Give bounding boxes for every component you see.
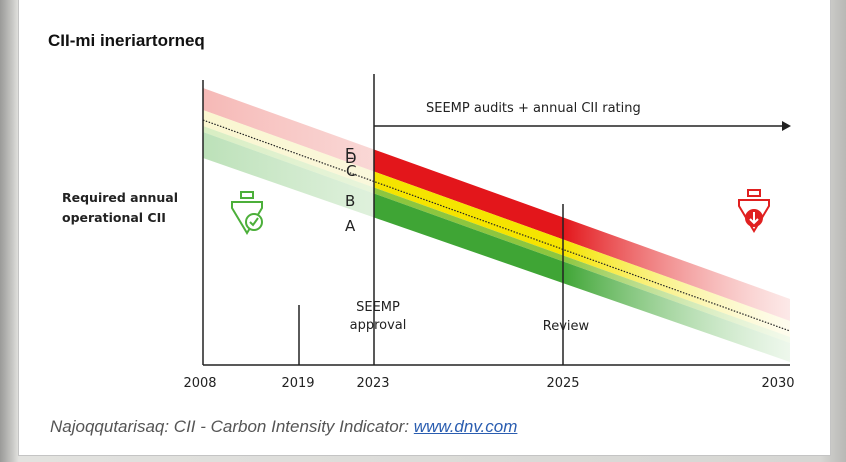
- ship-icon-bad: [738, 189, 770, 233]
- band-d: [203, 88, 790, 321]
- reference-line: [202, 119, 791, 332]
- caption: Najoqqutarisaq: CII - Carbon Intensity I…: [50, 417, 517, 437]
- rating-label: B: [345, 192, 355, 210]
- bands: [203, 88, 790, 362]
- band-c: [203, 110, 790, 337]
- year-label: 2019: [281, 376, 314, 391]
- rating-label: E: [345, 145, 354, 163]
- band-b: [203, 126, 790, 343]
- seemp-label: approval: [350, 318, 407, 333]
- rating-label: C: [346, 162, 356, 180]
- seemp-label: SEEMP: [356, 300, 400, 315]
- caption-text: Najoqqutarisaq: CII - Carbon Intensity I…: [50, 417, 414, 436]
- card-title: CII-mi ineriartorneq: [48, 31, 205, 50]
- band-a: [203, 132, 790, 362]
- year-label: 2023: [356, 376, 389, 391]
- rating-label: D: [345, 149, 357, 167]
- year-label: 2025: [546, 376, 579, 391]
- y-label: Required annual: [62, 190, 178, 205]
- year-label: 2030: [761, 376, 794, 391]
- ship-icon-good: [231, 191, 263, 235]
- y-label: operational CII: [62, 210, 166, 225]
- year-label: 2008: [183, 376, 216, 391]
- arrow-label: SEEMP audits + annual CII rating: [426, 101, 641, 116]
- source-link[interactable]: www.dnv.com: [413, 417, 518, 436]
- review-label: Review: [543, 319, 590, 334]
- arrow-head: [782, 121, 791, 131]
- rating-label: A: [345, 217, 356, 235]
